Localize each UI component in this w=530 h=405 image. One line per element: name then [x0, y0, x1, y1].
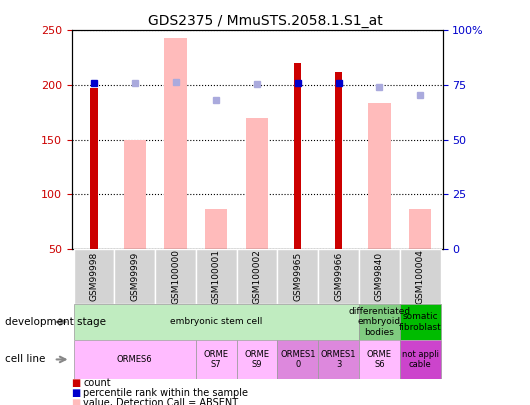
- Bar: [123, 140, 146, 249]
- Text: GSM100002: GSM100002: [253, 249, 261, 304]
- Bar: [114, 249, 155, 304]
- Bar: [409, 209, 431, 249]
- Bar: [400, 249, 440, 304]
- Text: GSM100004: GSM100004: [416, 249, 425, 304]
- Text: ORME
S6: ORME S6: [367, 350, 392, 369]
- Bar: [318, 340, 359, 379]
- Text: embryonic stem cell: embryonic stem cell: [170, 318, 262, 326]
- Bar: [277, 340, 318, 379]
- Text: ORMES6: ORMES6: [117, 355, 153, 364]
- Text: value, Detection Call = ABSENT: value, Detection Call = ABSENT: [83, 398, 238, 405]
- Bar: [318, 249, 359, 304]
- Text: not appli
cable: not appli cable: [402, 350, 439, 369]
- Bar: [74, 340, 196, 379]
- Text: ■: ■: [72, 388, 81, 398]
- Bar: [196, 340, 237, 379]
- Bar: [237, 340, 277, 379]
- Bar: [164, 38, 187, 249]
- Text: ORMES1
3: ORMES1 3: [321, 350, 356, 369]
- Bar: [400, 340, 440, 379]
- Text: ORMES1
0: ORMES1 0: [280, 350, 315, 369]
- Text: GSM99840: GSM99840: [375, 252, 384, 301]
- Text: somatic
fibroblast: somatic fibroblast: [399, 312, 441, 332]
- Bar: [237, 249, 277, 304]
- Text: percentile rank within the sample: percentile rank within the sample: [83, 388, 248, 398]
- Bar: [359, 304, 400, 340]
- Text: GSM99965: GSM99965: [293, 252, 302, 301]
- Bar: [196, 249, 237, 304]
- Bar: [368, 102, 391, 249]
- Bar: [335, 72, 342, 249]
- Bar: [205, 209, 227, 249]
- Bar: [246, 118, 268, 249]
- Text: GSM99998: GSM99998: [90, 252, 99, 301]
- Text: ■: ■: [72, 398, 81, 405]
- Bar: [155, 249, 196, 304]
- Text: ORME
S7: ORME S7: [204, 350, 229, 369]
- Text: development stage: development stage: [5, 317, 107, 327]
- Bar: [277, 249, 318, 304]
- Text: ORME
S9: ORME S9: [244, 350, 270, 369]
- Text: GSM100001: GSM100001: [212, 249, 221, 304]
- Text: count: count: [83, 378, 111, 388]
- Bar: [74, 249, 114, 304]
- Text: differentiated
embryoid
bodies: differentiated embryoid bodies: [348, 307, 410, 337]
- Text: GSM100000: GSM100000: [171, 249, 180, 304]
- Text: GDS2375 / MmuSTS.2058.1.S1_at: GDS2375 / MmuSTS.2058.1.S1_at: [148, 14, 382, 28]
- Bar: [74, 304, 359, 340]
- Bar: [359, 340, 400, 379]
- Text: GSM99966: GSM99966: [334, 252, 343, 301]
- Bar: [359, 249, 400, 304]
- Text: GSM99999: GSM99999: [130, 252, 139, 301]
- Bar: [400, 304, 440, 340]
- Bar: [294, 63, 302, 249]
- Bar: [90, 88, 98, 249]
- Text: ■: ■: [72, 378, 81, 388]
- Text: cell line: cell line: [5, 354, 46, 364]
